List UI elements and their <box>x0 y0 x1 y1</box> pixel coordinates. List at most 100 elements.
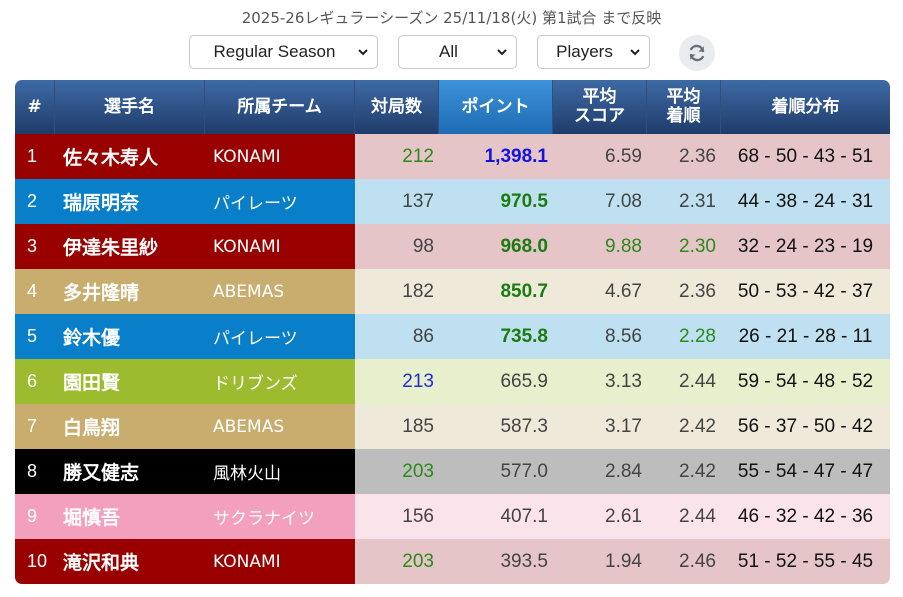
avg-score-cell: 8.56 <box>553 314 647 359</box>
avg-score-cell: 3.13 <box>553 359 647 404</box>
games-cell: 203 <box>355 449 439 494</box>
games-cell: 156 <box>355 494 439 539</box>
team-cell: ドリブンズ <box>205 359 355 404</box>
table-row[interactable]: 5 鈴木優 パイレーツ 86 735.8 8.56 2.28 26 - 21 - 28 - 1… <box>15 314 890 359</box>
header-avg-rank-line2: 着順 <box>666 106 701 126</box>
avg-rank-cell: 2.36 <box>647 134 721 179</box>
rank-distribution-cell: 56 - 37 - 50 - 42 <box>721 404 890 449</box>
games-cell: 212 <box>355 134 439 179</box>
rank-distribution-cell: 55 - 54 - 47 - 47 <box>721 449 890 494</box>
header-avg-score[interactable]: 平均 スコア <box>553 80 647 134</box>
header-rank[interactable]: # <box>15 80 55 134</box>
rank-distribution-cell: 46 - 32 - 42 - 36 <box>721 494 890 539</box>
player-name-cell[interactable]: 園田賢 <box>55 359 205 404</box>
season-select[interactable]: Regular Season <box>189 35 378 69</box>
table-row[interactable]: 8 勝又健志 風林火山 203 577.0 2.84 2.42 55 - 54 - 47 - … <box>15 449 890 494</box>
points-cell: 407.1 <box>439 494 553 539</box>
player-name-cell[interactable]: 佐々木寿人 <box>55 134 205 179</box>
header-avg-score-line2: スコア <box>574 106 625 126</box>
player-name-cell[interactable]: 瑞原明奈 <box>55 179 205 224</box>
games-cell: 185 <box>355 404 439 449</box>
player-name-cell[interactable]: 鈴木優 <box>55 314 205 359</box>
rank-distribution-cell: 26 - 21 - 28 - 11 <box>721 314 890 359</box>
player-name-cell[interactable]: 白鳥翔 <box>55 404 205 449</box>
filter-controls: Regular Season All Players <box>0 35 903 71</box>
rank-distribution-cell: 32 - 24 - 23 - 19 <box>721 224 890 269</box>
rank-cell: 7 <box>15 404 55 449</box>
avg-rank-cell: 2.28 <box>647 314 721 359</box>
games-cell: 213 <box>355 359 439 404</box>
team-cell: パイレーツ <box>205 314 355 359</box>
view-select[interactable]: Players <box>537 35 650 69</box>
team-cell: KONAMI <box>205 134 355 179</box>
header-points[interactable]: ポイント <box>439 80 553 134</box>
player-name-cell[interactable]: 堀慎吾 <box>55 494 205 539</box>
points-cell: 1,398.1 <box>439 134 553 179</box>
games-cell: 182 <box>355 269 439 314</box>
games-cell: 98 <box>355 224 439 269</box>
player-ranking-table: # 選手名 所属チーム 対局数 ポイント 平均 スコア 平均 着順 着順分布 1… <box>15 80 890 584</box>
rank-cell: 4 <box>15 269 55 314</box>
points-cell: 665.9 <box>439 359 553 404</box>
points-cell: 970.5 <box>439 179 553 224</box>
header-avg-rank-line1: 平均 <box>666 87 701 107</box>
rank-cell: 1 <box>15 134 55 179</box>
table-row[interactable]: 10 滝沢和典 KONAMI 203 393.5 1.94 2.46 51 - 52 - 55… <box>15 539 890 584</box>
team-cell: サクラナイツ <box>205 494 355 539</box>
table-header: # 選手名 所属チーム 対局数 ポイント 平均 スコア 平均 着順 着順分布 <box>15 80 890 134</box>
avg-rank-cell: 2.31 <box>647 179 721 224</box>
avg-rank-cell: 2.36 <box>647 269 721 314</box>
team-cell: ABEMAS <box>205 269 355 314</box>
chevron-down-icon <box>630 49 640 56</box>
games-cell: 203 <box>355 539 439 584</box>
player-name-cell[interactable]: 勝又健志 <box>55 449 205 494</box>
avg-score-cell: 2.61 <box>553 494 647 539</box>
table-row[interactable]: 9 堀慎吾 サクラナイツ 156 407.1 2.61 2.44 46 - 32 - 42 -… <box>15 494 890 539</box>
points-cell: 968.0 <box>439 224 553 269</box>
avg-score-cell: 2.84 <box>553 449 647 494</box>
header-avg-rank[interactable]: 平均 着順 <box>647 80 721 134</box>
rank-distribution-cell: 50 - 53 - 42 - 37 <box>721 269 890 314</box>
table-row[interactable]: 6 園田賢 ドリブンズ 213 665.9 3.13 2.44 59 - 54 - 48 - … <box>15 359 890 404</box>
team-cell: パイレーツ <box>205 179 355 224</box>
rank-distribution-cell: 59 - 54 - 48 - 52 <box>721 359 890 404</box>
table-row[interactable]: 1 佐々木寿人 KONAMI 212 1,398.1 6.59 2.36 68 - 50 - … <box>15 134 890 179</box>
points-cell: 587.3 <box>439 404 553 449</box>
avg-score-cell: 9.88 <box>553 224 647 269</box>
team-select-value: All <box>439 42 458 61</box>
games-cell: 137 <box>355 179 439 224</box>
rank-cell: 2 <box>15 179 55 224</box>
games-cell: 86 <box>355 314 439 359</box>
refresh-button[interactable] <box>679 35 715 71</box>
rank-distribution-cell: 44 - 38 - 24 - 31 <box>721 179 890 224</box>
player-name-cell[interactable]: 滝沢和典 <box>55 539 205 584</box>
team-cell: ABEMAS <box>205 404 355 449</box>
avg-rank-cell: 2.42 <box>647 404 721 449</box>
player-name-cell[interactable]: 伊達朱里紗 <box>55 224 205 269</box>
avg-rank-cell: 2.44 <box>647 359 721 404</box>
table-row[interactable]: 7 白鳥翔 ABEMAS 185 587.3 3.17 2.42 56 - 37 - 50 -… <box>15 404 890 449</box>
table-row[interactable]: 3 伊達朱里紗 KONAMI 98 968.0 9.88 2.30 32 - 24 - 23 … <box>15 224 890 269</box>
team-cell: 風林火山 <box>205 449 355 494</box>
avg-rank-cell: 2.42 <box>647 449 721 494</box>
header-player-name[interactable]: 選手名 <box>55 80 205 134</box>
avg-rank-cell: 2.44 <box>647 494 721 539</box>
header-games[interactable]: 対局数 <box>355 80 439 134</box>
table-row[interactable]: 2 瑞原明奈 パイレーツ 137 970.5 7.08 2.31 44 - 38 - 24 -… <box>15 179 890 224</box>
rank-cell: 6 <box>15 359 55 404</box>
rank-cell: 5 <box>15 314 55 359</box>
avg-score-cell: 4.67 <box>553 269 647 314</box>
header-team[interactable]: 所属チーム <box>205 80 355 134</box>
points-cell: 393.5 <box>439 539 553 584</box>
header-rank-distribution[interactable]: 着順分布 <box>721 80 890 134</box>
avg-score-cell: 1.94 <box>553 539 647 584</box>
avg-rank-cell: 2.46 <box>647 539 721 584</box>
points-cell: 577.0 <box>439 449 553 494</box>
points-cell: 735.8 <box>439 314 553 359</box>
team-select[interactable]: All <box>398 35 517 69</box>
avg-score-cell: 3.17 <box>553 404 647 449</box>
rank-distribution-cell: 68 - 50 - 43 - 51 <box>721 134 890 179</box>
table-body: 1 佐々木寿人 KONAMI 212 1,398.1 6.59 2.36 68 - 50 - … <box>15 134 890 584</box>
player-name-cell[interactable]: 多井隆晴 <box>55 269 205 314</box>
table-row[interactable]: 4 多井隆晴 ABEMAS 182 850.7 4.67 2.36 50 - 53 - 42 … <box>15 269 890 314</box>
